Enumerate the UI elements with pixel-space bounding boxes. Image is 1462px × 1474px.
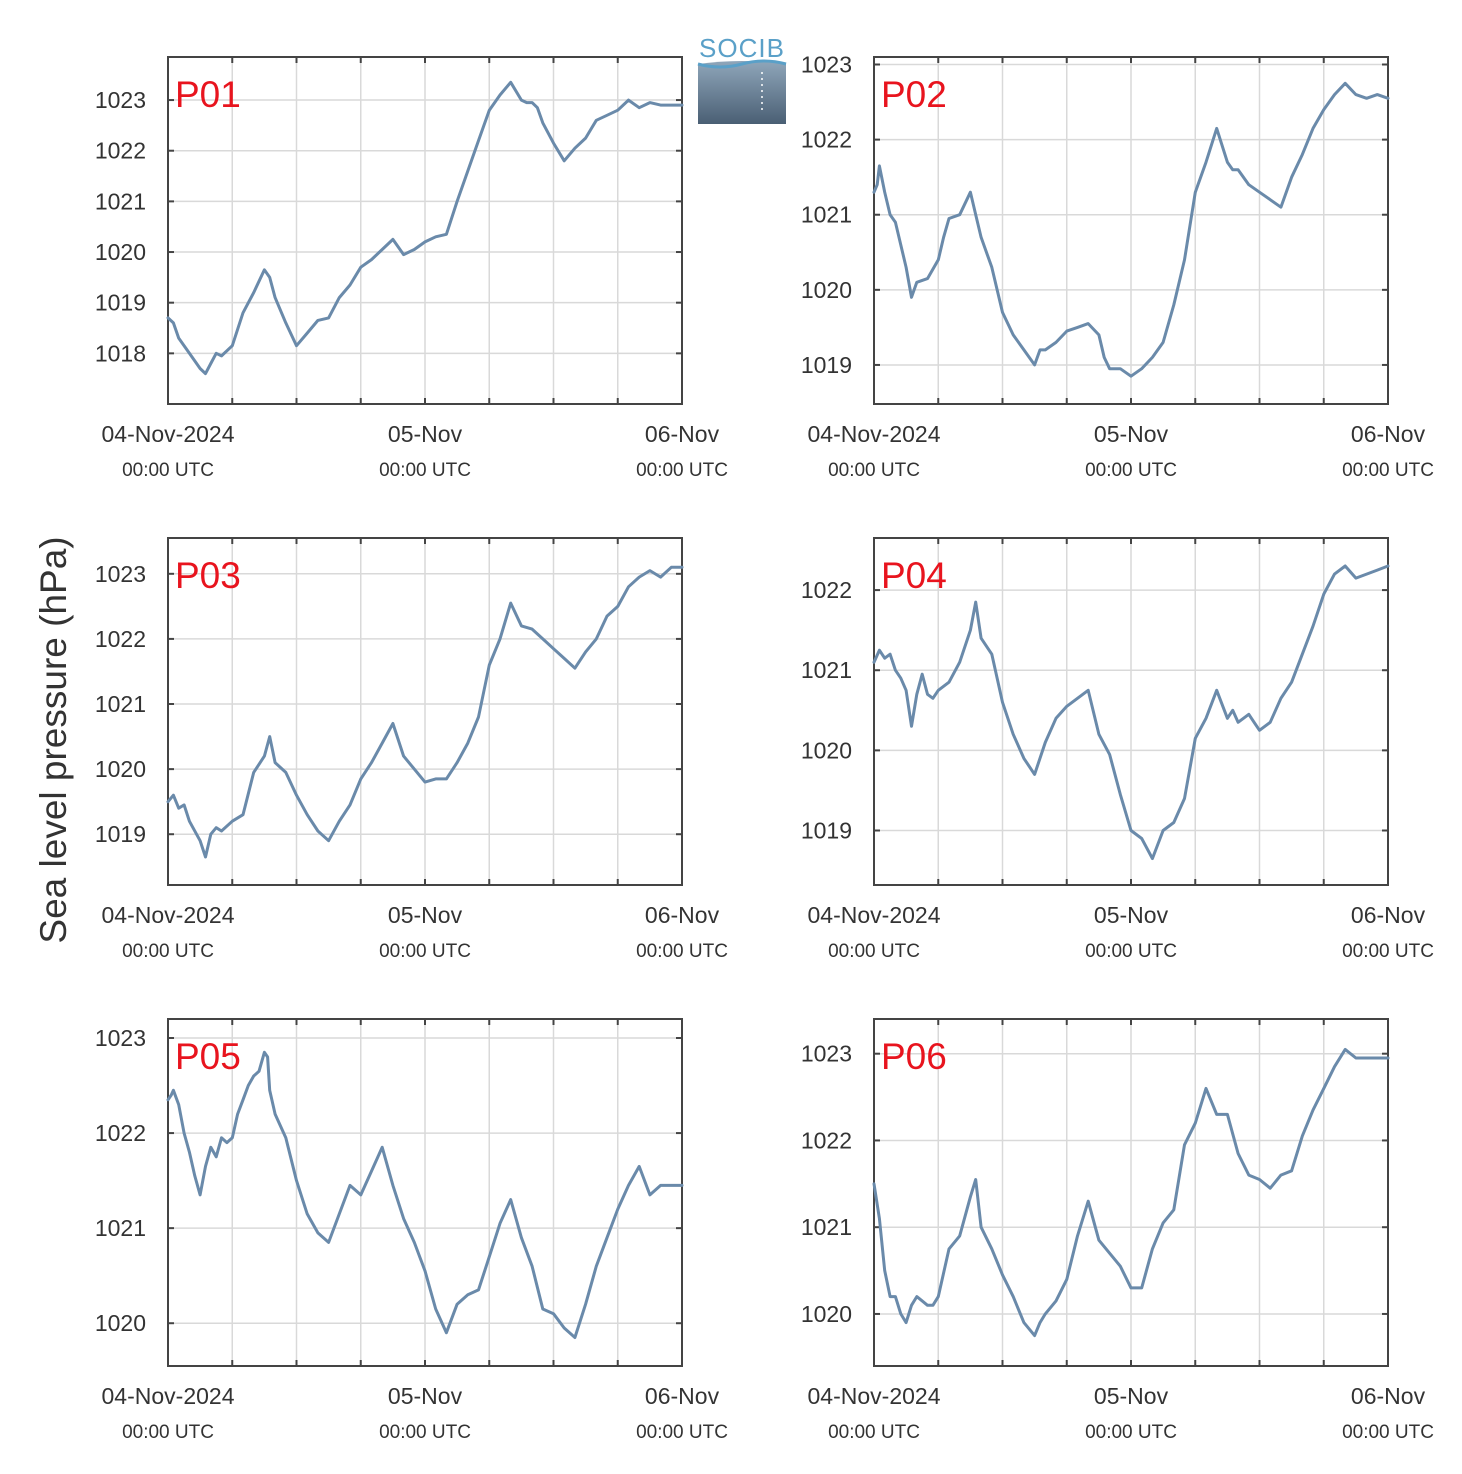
x-tick-time-label: 00:00 UTC xyxy=(122,1422,214,1443)
pressure-line-p04 xyxy=(872,564,1390,861)
x-tick-label: 04-Nov-2024 xyxy=(808,1383,941,1409)
y-tick-label: 1020 xyxy=(95,239,146,265)
x-tick-label: 04-Nov-2024 xyxy=(102,1383,235,1409)
y-tick-label: 1021 xyxy=(95,1215,146,1241)
panel-title-p03: P03 xyxy=(175,555,241,596)
y-tick-label: 1018 xyxy=(95,340,146,366)
y-tick-label: 1019 xyxy=(95,821,146,847)
x-tick-time-label: 00:00 UTC xyxy=(1085,460,1177,481)
x-tick-label: 06-Nov xyxy=(1351,1383,1426,1409)
x-tick-time-label: 00:00 UTC xyxy=(1342,460,1434,481)
pressure-line-p06 xyxy=(872,1047,1390,1338)
panel-title-p05: P05 xyxy=(175,1036,241,1077)
x-tick-time-label: 00:00 UTC xyxy=(122,941,214,962)
x-tick-time-label: 00:00 UTC xyxy=(1342,941,1434,962)
x-tick-time-label: 00:00 UTC xyxy=(636,941,728,962)
x-tick-label: 06-Nov xyxy=(645,902,720,928)
x-tick-label: 05-Nov xyxy=(1094,421,1169,447)
x-tick-time-label: 00:00 UTC xyxy=(636,460,728,481)
y-tick-label: 1022 xyxy=(95,1120,146,1146)
x-tick-label: 05-Nov xyxy=(1094,902,1169,928)
panel-p03: 1019 1020 1021 1022 1023 04-Nov-2024 00:00 UTC… xyxy=(95,537,728,962)
y-tick-label: 1019 xyxy=(801,818,852,844)
y-tick-label: 1020 xyxy=(801,1301,852,1327)
y-tick-label: 1022 xyxy=(95,138,146,164)
x-tick-time-label: 00:00 UTC xyxy=(636,1422,728,1443)
panel-p02: 1019 1020 1021 1022 1023 04-Nov-2024 00:00 UTC… xyxy=(801,52,1434,481)
y-tick-label: 1021 xyxy=(95,691,146,717)
x-tick-time-label: 00:00 UTC xyxy=(1342,1422,1434,1443)
x-tick-label: 06-Nov xyxy=(1351,902,1426,928)
y-tick-label: 1023 xyxy=(95,87,146,113)
x-tick-time-label: 00:00 UTC xyxy=(828,460,920,481)
x-tick-label: 05-Nov xyxy=(388,1383,463,1409)
panel-p04: 1019 1020 1021 1022 04-Nov-2024 00:00 UTC 05-N… xyxy=(801,537,1434,962)
x-tick-time-label: 00:00 UTC xyxy=(1085,941,1177,962)
y-tick-label: 1019 xyxy=(95,290,146,316)
x-tick-time-label: 00:00 UTC xyxy=(1085,1422,1177,1443)
x-tick-label: 05-Nov xyxy=(1094,1383,1169,1409)
panel-title-p06: P06 xyxy=(881,1036,947,1077)
x-tick-time-label: 00:00 UTC xyxy=(122,460,214,481)
panel-title-p04: P04 xyxy=(881,555,947,596)
y-tick-label: 1020 xyxy=(95,756,146,782)
x-tick-time-label: 00:00 UTC xyxy=(828,1422,920,1443)
x-tick-time-label: 00:00 UTC xyxy=(379,941,471,962)
y-tick-label: 1023 xyxy=(801,1041,852,1067)
x-tick-label: 04-Nov-2024 xyxy=(102,421,235,447)
x-tick-label: 04-Nov-2024 xyxy=(102,902,235,928)
y-tick-label: 1019 xyxy=(801,352,852,378)
x-tick-time-label: 00:00 UTC xyxy=(379,460,471,481)
y-tick-label: 1021 xyxy=(801,1214,852,1240)
pressure-line-p03 xyxy=(166,565,684,859)
pressure-line-p05 xyxy=(166,1050,684,1339)
y-tick-label: 1023 xyxy=(95,561,146,587)
y-tick-label: 1023 xyxy=(801,52,852,78)
pressure-line-p02 xyxy=(872,81,1390,378)
logo-text: SOCIB xyxy=(699,33,785,63)
x-tick-time-label: 00:00 UTC xyxy=(379,1422,471,1443)
x-tick-label: 04-Nov-2024 xyxy=(808,902,941,928)
pressure-line-p01 xyxy=(166,80,684,376)
y-tick-label: 1021 xyxy=(95,188,146,214)
panel-title-p02: P02 xyxy=(881,74,947,115)
x-tick-label: 06-Nov xyxy=(1351,421,1426,447)
y-tick-label: 1022 xyxy=(95,626,146,652)
x-tick-label: 05-Nov xyxy=(388,902,463,928)
socib-logo: SOCIB xyxy=(697,33,787,124)
x-tick-label: 04-Nov-2024 xyxy=(808,421,941,447)
x-tick-label: 06-Nov xyxy=(645,421,720,447)
y-tick-label: 1022 xyxy=(801,1127,852,1153)
y-tick-label: 1022 xyxy=(801,577,852,603)
y-tick-label: 1020 xyxy=(95,1310,146,1336)
x-tick-time-label: 00:00 UTC xyxy=(828,941,920,962)
panel-p05: 1020 1021 1022 1023 04-Nov-2024 00:00 UTC 05-N… xyxy=(95,1018,728,1443)
panel-title-p01: P01 xyxy=(175,74,241,115)
panel-p01: 1018 1019 1020 1021 1022 1023 04-Nov-2024 00:00… xyxy=(95,56,728,481)
panel-p06: 1020 1021 1022 1023 04-Nov-2024 00:00 UTC 05-N… xyxy=(801,1018,1434,1443)
y-tick-label: 1020 xyxy=(801,737,852,763)
y-tick-label: 1023 xyxy=(95,1025,146,1051)
y-tick-label: 1022 xyxy=(801,127,852,153)
y-tick-label: 1021 xyxy=(801,202,852,228)
x-tick-label: 06-Nov xyxy=(645,1383,720,1409)
x-tick-label: 05-Nov xyxy=(388,421,463,447)
y-tick-label: 1021 xyxy=(801,657,852,683)
y-axis-label: Sea level pressure (hPa) xyxy=(33,536,74,943)
y-tick-label: 1020 xyxy=(801,277,852,303)
